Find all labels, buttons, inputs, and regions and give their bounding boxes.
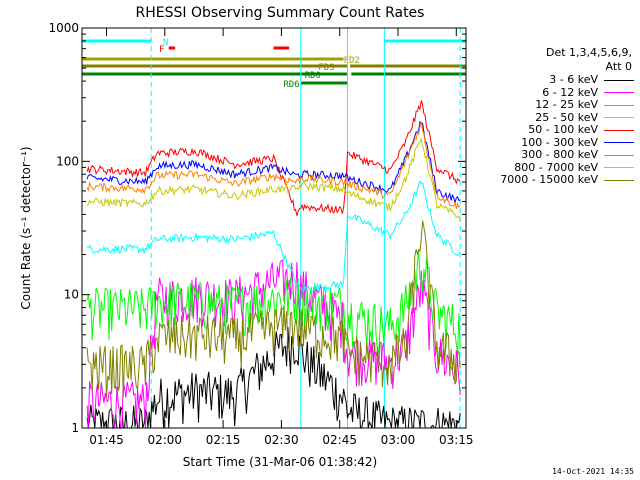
legend-label-3: 25 - 50 keV: [535, 110, 598, 124]
series-line-4: [86, 100, 461, 216]
flag-label-rd0: RD0: [305, 71, 321, 81]
time-markers: [150, 28, 461, 428]
y-axis-label: Count Rate (s⁻¹ detector⁻¹): [19, 146, 33, 309]
y-tick-label-1: 10: [64, 288, 79, 302]
legend-swatch-8: [604, 179, 634, 181]
legend-entries: 3 - 6 keV 6 - 12 keV 12 - 25 keV 25 - 50 ke…: [470, 73, 636, 187]
legend-label-1: 6 - 12 keV: [542, 85, 598, 99]
legend-entry: 7000 - 15000 keV: [470, 173, 636, 187]
legend-entry: 50 - 100 keV: [470, 123, 636, 137]
flag-label-rd6: RD6: [283, 80, 299, 90]
series-line-6: [86, 121, 461, 210]
x-tick-label-3: 02:30: [264, 433, 299, 447]
flag-label-f: F: [159, 45, 164, 55]
x-tick-label-5: 03:00: [381, 433, 416, 447]
x-tick-label-2: 02:15: [206, 433, 241, 447]
chart-title: RHESSI Observing Summary Count Rates: [136, 5, 425, 21]
legend-swatch-5: [604, 142, 634, 144]
x-axis-label: Start Time (31-Mar-06 01:38:42): [183, 455, 377, 469]
legend-swatch-2: [604, 104, 634, 106]
flag-label-fd3: FD3: [318, 63, 334, 73]
legend-label-4: 50 - 100 keV: [528, 123, 598, 136]
legend-entry: 25 - 50 keV: [470, 110, 636, 125]
x-tick-label-6: 03:15: [439, 433, 474, 447]
x-tick-label-4: 02:45: [322, 433, 357, 447]
legend-entry: 12 - 25 keV: [470, 98, 636, 112]
flag-label-fd2: FD2: [344, 56, 360, 66]
series-line-2: [86, 250, 461, 355]
series-line-8: [86, 220, 461, 398]
legend-label-6: 300 - 800 keV: [521, 148, 598, 161]
y-tick-label-3: 1000: [48, 21, 79, 35]
legend-label-0: 3 - 6 keV: [549, 73, 598, 86]
series-lines: [86, 100, 461, 430]
legend-header-line-2: Att 0: [605, 60, 632, 73]
x-tick-label-0: 01:45: [89, 433, 124, 447]
legend-swatch-1: [604, 92, 634, 94]
series-line-7: [86, 137, 461, 222]
legend-label-2: 12 - 25 keV: [535, 98, 598, 111]
y-tick-label-2: 100: [56, 154, 79, 168]
legend-header-line-1: Det 1,3,4,5,6,9,: [545, 46, 632, 59]
legend-swatch-0: [604, 79, 634, 81]
axes: 1 10 100 1000 01:45 02:00 02:15 02:30 02:45 03:00…: [48, 21, 473, 447]
series-line-3: [86, 180, 461, 293]
legend-entry: 300 - 800 keV: [470, 148, 636, 162]
legend-swatch-7: [604, 167, 634, 169]
legend-swatch-4: [604, 129, 634, 131]
timestamp: 14-Oct-2021 14:35: [552, 467, 634, 476]
legend: Det 1,3,4,5,6,9, Att 0 3 - 6 keV 6 - 12 k…: [470, 46, 636, 187]
legend-entry: 800 - 7000 keV: [470, 160, 636, 175]
legend-entry: 100 - 300 keV: [470, 135, 636, 150]
series-line-5: [86, 120, 461, 204]
legend-label-5: 100 - 300 keV: [521, 135, 598, 149]
legend-label-7: 800 - 7000 keV: [514, 160, 598, 174]
legend-swatch-6: [604, 154, 634, 156]
series-line-1: [86, 259, 461, 430]
legend-entry: 3 - 6 keV: [470, 73, 636, 87]
plot-frame: [81, 27, 467, 429]
x-tick-label-1: 02:00: [147, 433, 182, 447]
flag-label-n: N: [163, 38, 168, 48]
legend-swatch-3: [604, 117, 634, 119]
y-tick-label-0: 1: [71, 421, 79, 435]
legend-label-8: 7000 - 15000 keV: [500, 173, 598, 186]
legend-entry: 6 - 12 keV: [470, 85, 636, 100]
